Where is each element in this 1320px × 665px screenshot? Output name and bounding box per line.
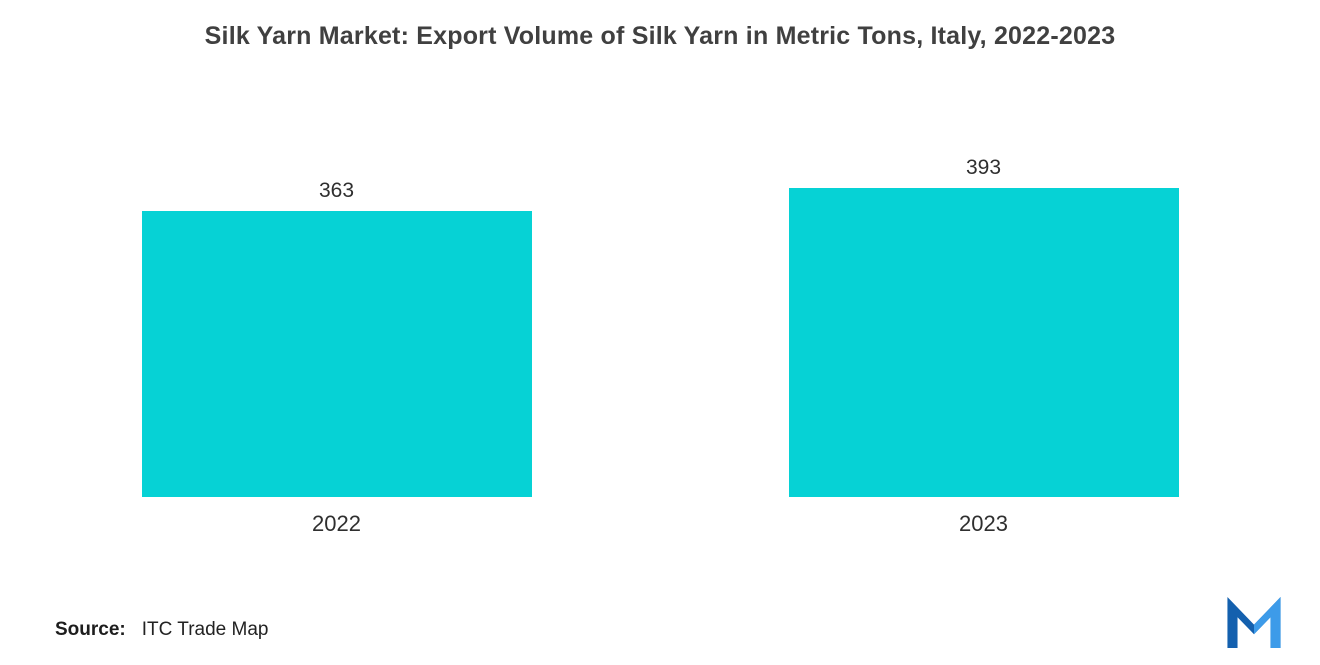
source-value: ITC Trade Map [141, 619, 269, 640]
bar-group-2022: 363 2022 [141, 152, 532, 542]
mordor-intelligence-logo [1227, 597, 1281, 648]
bar-2022 [141, 211, 532, 497]
bar-value-label-2023: 393 [965, 155, 1002, 179]
chart-title: Silk Yarn Market: Export Volume of Silk … [204, 22, 1116, 50]
mordor-intelligence-logo-mark [1227, 597, 1281, 648]
bar-chart: 363 2022 393 2023 [0, 152, 1320, 542]
bar-group-2023: 393 2023 [788, 152, 1179, 542]
source-label: Source: [55, 619, 126, 640]
bar-value-label-2022: 363 [318, 178, 355, 202]
x-axis-label-2022: 2022 [312, 511, 361, 536]
x-axis-label-2023: 2023 [959, 511, 1008, 536]
source-line: Source: ITC Trade Map [55, 619, 268, 641]
bar-2023 [788, 188, 1179, 497]
